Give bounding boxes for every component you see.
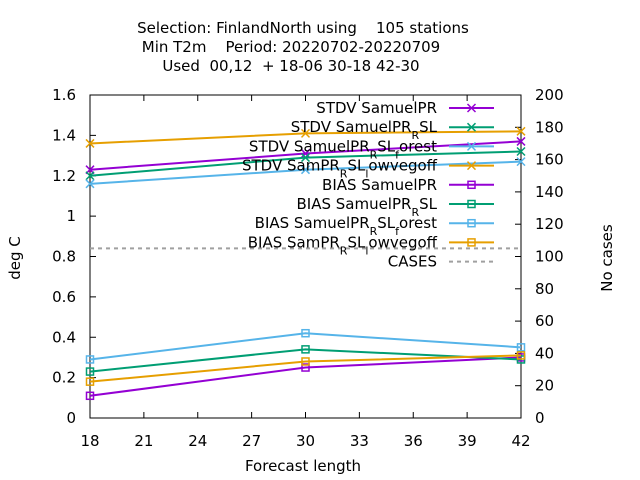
legend-entry-3: STDV SamuelPRRSLforest [249, 137, 494, 161]
data-point-b [85, 179, 95, 189]
x-tick-label: 36 [404, 432, 423, 450]
x-tick-label: 18 [80, 432, 99, 450]
series-2 [85, 146, 526, 181]
legend-marker-b [466, 161, 477, 171]
y-axis-right: 0 20 40 60 80 100 120 140 160 180 200 [515, 86, 564, 427]
legend-marker [467, 180, 476, 190]
data-point-b [300, 128, 311, 138]
x-tick-label: 33 [350, 432, 369, 450]
data-point-b [516, 146, 526, 157]
y-tick-label: 0.6 [52, 288, 76, 306]
legend-marker [467, 199, 476, 209]
y-tick-label: 1.2 [52, 167, 76, 185]
series-line [89, 348, 522, 373]
legend-label: STDV SamuelPR [316, 99, 437, 117]
legend-marker-b [466, 122, 477, 132]
legend-marker-b [466, 141, 477, 151]
data-point [301, 363, 310, 372]
data-point [85, 355, 95, 364]
legend-label: CASES [388, 253, 437, 271]
x-tick-label: 39 [458, 432, 477, 450]
data-point [301, 345, 310, 354]
data-point [516, 351, 526, 360]
data-point-b [85, 171, 95, 181]
legend-entry-1: STDV SamuelPR [316, 99, 494, 117]
data-point-b [300, 149, 311, 159]
y2-tick-label: 100 [535, 248, 564, 266]
y-tick-label: 1.6 [52, 86, 76, 104]
y-tick-label: 1 [66, 207, 76, 225]
y-tick-label: 0.8 [52, 248, 76, 266]
chart-title: Selection: FinlandNorth using 105 statio… [137, 19, 469, 75]
x-tick-label: 42 [511, 432, 530, 450]
legend-label: STDV SamuelPRRSLforest [249, 137, 437, 161]
y-tick-label: 0.4 [52, 328, 76, 346]
data-point-b [516, 157, 526, 167]
legend-marker [467, 218, 476, 228]
legend-marker-b [466, 103, 477, 113]
legend-entry-4: STDV SamPRRSLlowvegoff [242, 157, 494, 181]
data-point-b [300, 165, 311, 175]
y2-tick-label: 0 [535, 409, 545, 427]
data-point [301, 328, 310, 338]
series-7 [85, 328, 526, 364]
legend-label: STDV SamPRRSLlowvegoff [242, 157, 438, 181]
y2-tick-label: 160 [535, 151, 564, 169]
legend-entry-2: STDV SamuelPRRSL [291, 118, 494, 142]
data-point [516, 343, 526, 352]
y-axis-label: deg C [6, 236, 24, 280]
y-tick-label: 0.2 [52, 369, 76, 387]
x-tick-label: 30 [296, 432, 315, 450]
y2-tick-label: 40 [535, 344, 554, 362]
y2-tick-label: 180 [535, 118, 564, 136]
data-point-b [85, 138, 95, 148]
y2-axis-label: No cases [598, 224, 616, 292]
series-8 [85, 351, 526, 386]
data-point-b [516, 126, 526, 136]
x-axis: 18 21 24 27 30 33 36 39 42 [80, 95, 531, 450]
data-point-b [300, 153, 311, 163]
legend-entry-7: BIAS SamuelPRRSLforest [255, 214, 494, 238]
legend-entry-8: BIAS SamPRRSLlowvegoff [248, 233, 494, 257]
legend-entry-9: CASES [388, 253, 494, 271]
y2-tick-label: 140 [535, 183, 564, 201]
title-line-2: Min T2m Period: 20220702-20220709 [142, 38, 440, 56]
legend-marker [467, 238, 476, 247]
legend-entry-6: BIAS SamuelPRRSL [296, 195, 494, 219]
data-point [85, 367, 95, 376]
legend-label: BIAS SamuelPRRSLforest [255, 214, 437, 238]
data-point-b [516, 136, 526, 146]
x-tick-label: 21 [134, 432, 153, 450]
data-point [301, 357, 310, 366]
legend-label: BIAS SamPRRSLlowvegoff [248, 233, 438, 257]
x-tick-label: 27 [242, 432, 261, 450]
series-3 [85, 157, 526, 189]
series-4 [85, 126, 526, 148]
y2-tick-label: 120 [535, 215, 564, 233]
legend-label: BIAS SamuelPR [322, 176, 437, 194]
legend-label: BIAS SamuelPRRSL [296, 195, 437, 219]
series-line [89, 332, 522, 361]
legend-entry-5: BIAS SamuelPR [322, 176, 494, 194]
title-line-1: Selection: FinlandNorth using 105 statio… [137, 19, 469, 37]
y2-tick-label: 200 [535, 86, 564, 104]
series-layer [85, 126, 526, 401]
y-axis-left: 0 0.2 0.4 0.6 0.8 1 1.2 1.4 1.6 [52, 86, 96, 427]
y2-tick-label: 60 [535, 312, 554, 330]
y2-tick-label: 80 [535, 280, 554, 298]
y2-tick-label: 20 [535, 377, 554, 395]
y-tick-label: 0 [66, 409, 76, 427]
series-line [89, 356, 522, 397]
title-line-3: Used 00,12 + 18-06 30-18 42-30 [162, 57, 419, 75]
legend-label: STDV SamuelPRRSL [291, 118, 438, 142]
x-axis-label: Forecast length [245, 457, 361, 475]
data-point [85, 377, 95, 386]
x-tick-label: 24 [188, 432, 207, 450]
y-tick-label: 1.4 [52, 126, 76, 144]
data-point [85, 391, 95, 401]
series-line [89, 354, 522, 383]
